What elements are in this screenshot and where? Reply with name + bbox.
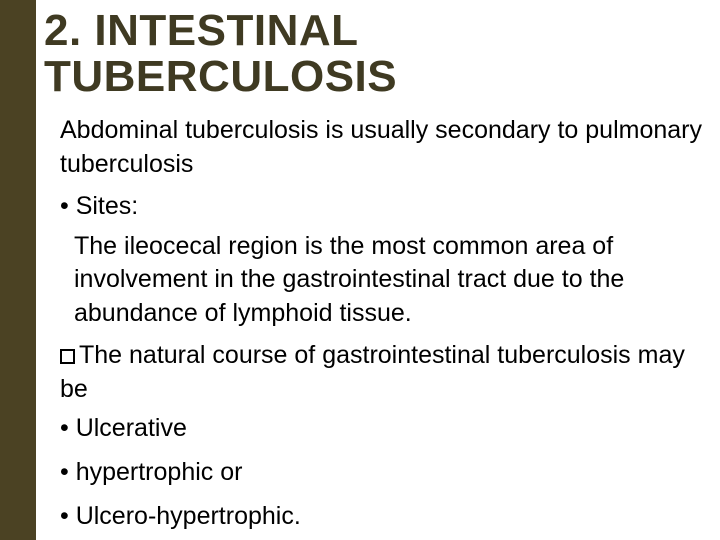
sites-body: The ileocecal region is the most common … [60,230,704,331]
list-item: • hypertrophic or [60,456,704,490]
sites-label: • Sites: [60,190,704,224]
course-intro-text: The natural course of gastrointestinal t… [60,341,685,403]
intro-paragraph: Abdominal tuberculosis is usually second… [60,114,704,182]
slide-title: 2. INTESTINAL TUBERCULOSIS [44,8,704,100]
square-bullet-icon [60,349,75,364]
list-item: • Ulcerative [60,412,704,446]
body-text: Abdominal tuberculosis is usually second… [44,114,704,533]
intro-text: Abdominal tuberculosis is usually second… [60,116,702,178]
course-intro: The natural course of gastrointestinal t… [60,339,704,407]
accent-bar [0,0,36,540]
slide-content: 2. INTESTINAL TUBERCULOSIS Abdominal tub… [44,8,704,540]
list-item: • Ulcero-hypertrophic. [60,500,704,534]
